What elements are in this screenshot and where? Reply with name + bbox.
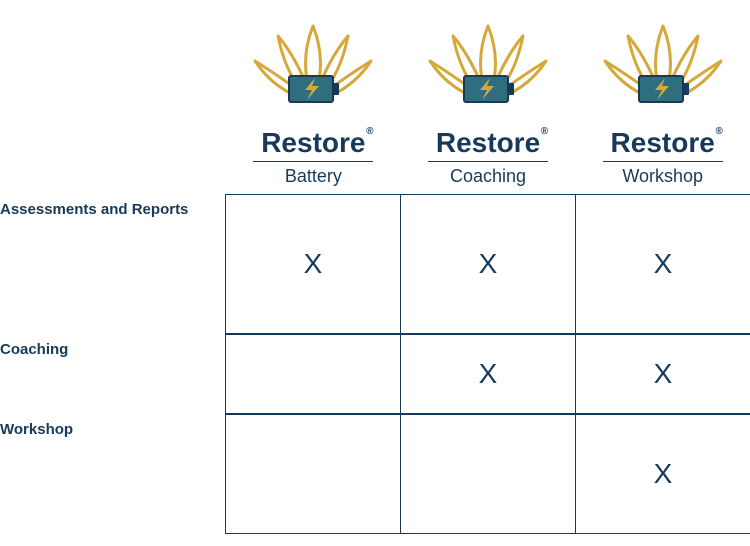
column-head-workshop: Restore® Workshop bbox=[575, 6, 750, 187]
registered-mark: ® bbox=[715, 127, 722, 137]
cell: X bbox=[575, 334, 750, 414]
cell: X bbox=[400, 194, 576, 334]
cell: X bbox=[575, 414, 750, 534]
brand-text: Restore® bbox=[436, 129, 540, 157]
cell bbox=[400, 414, 576, 534]
column-headers: Restore® Battery bbox=[0, 0, 750, 187]
lotus-battery-icon bbox=[243, 6, 383, 131]
brand-text: Restore® bbox=[611, 129, 715, 157]
brand-text: Restore® bbox=[261, 129, 365, 157]
column-head-battery: Restore® Battery bbox=[226, 6, 401, 187]
column-subtitle: Coaching bbox=[450, 166, 526, 187]
row-label-coaching: Coaching bbox=[0, 335, 226, 415]
row-label-workshop: Workshop bbox=[0, 415, 226, 535]
brand-label: Restore bbox=[436, 127, 540, 158]
brand-underline bbox=[253, 161, 373, 162]
column-subtitle: Battery bbox=[285, 166, 342, 187]
row-label-assessments: Assessments and Reports bbox=[0, 195, 226, 335]
brand-underline bbox=[603, 161, 723, 162]
column-subtitle: Workshop bbox=[622, 166, 703, 187]
comparison-table: Restore® Battery bbox=[0, 0, 750, 546]
feature-grid: Assessments and Reports X X X Coaching X… bbox=[0, 195, 750, 535]
cell bbox=[225, 414, 401, 534]
cell: X bbox=[575, 194, 750, 334]
cell bbox=[225, 334, 401, 414]
registered-mark: ® bbox=[541, 127, 548, 137]
brand-label: Restore bbox=[261, 127, 365, 158]
lotus-battery-icon bbox=[593, 6, 733, 131]
brand-underline bbox=[428, 161, 548, 162]
column-head-coaching: Restore® Coaching bbox=[401, 6, 576, 187]
brand-label: Restore bbox=[611, 127, 715, 158]
cell: X bbox=[400, 334, 576, 414]
registered-mark: ® bbox=[366, 127, 373, 137]
lotus-battery-icon bbox=[418, 6, 558, 131]
cell: X bbox=[225, 194, 401, 334]
